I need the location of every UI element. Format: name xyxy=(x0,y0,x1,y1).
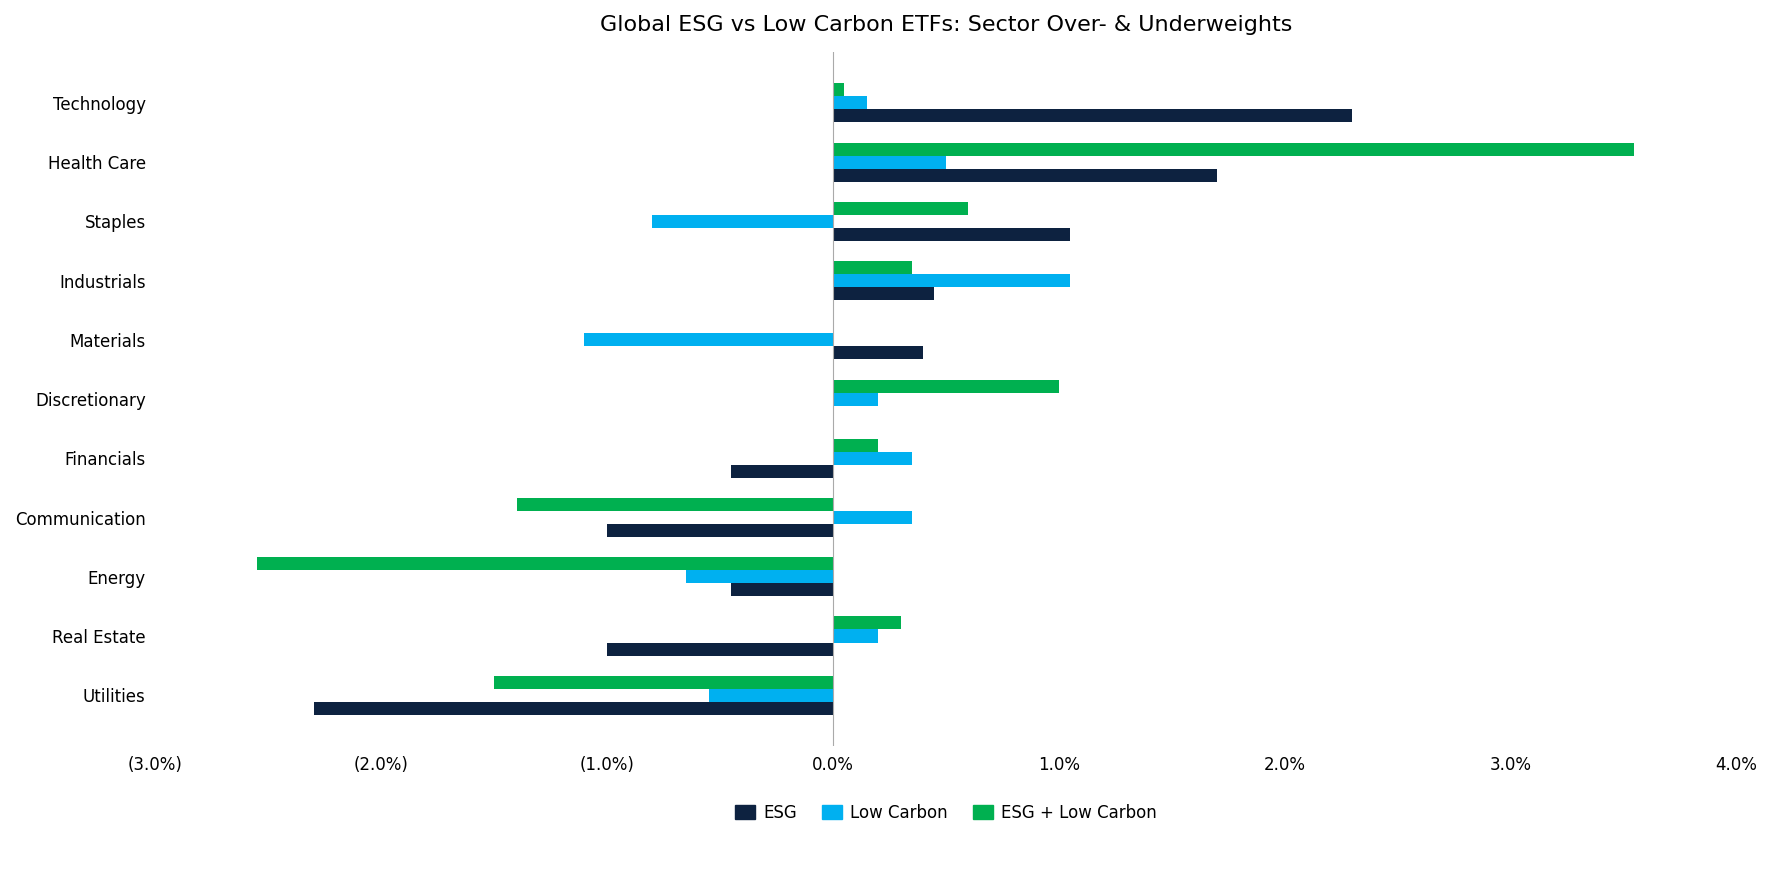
Bar xyxy=(833,97,867,110)
Bar xyxy=(652,215,833,228)
Bar xyxy=(833,617,900,629)
Bar xyxy=(608,524,833,537)
Bar xyxy=(833,392,879,406)
Bar xyxy=(833,261,913,274)
Bar xyxy=(833,274,1070,287)
Bar xyxy=(494,676,833,688)
Bar xyxy=(833,168,1217,182)
Bar xyxy=(833,439,879,452)
Bar xyxy=(833,629,879,642)
Bar xyxy=(833,83,843,97)
Bar xyxy=(833,202,968,215)
Bar xyxy=(833,379,1058,392)
Bar xyxy=(833,228,1070,241)
Bar xyxy=(608,642,833,656)
Bar xyxy=(833,156,946,168)
Legend: ESG, Low Carbon, ESG + Low Carbon: ESG, Low Carbon, ESG + Low Carbon xyxy=(728,797,1164,828)
Bar xyxy=(517,498,833,511)
Bar xyxy=(833,143,1634,156)
Bar xyxy=(585,333,833,346)
Bar xyxy=(314,702,833,715)
Title: Global ESG vs Low Carbon ETFs: Sector Over- & Underweights: Global ESG vs Low Carbon ETFs: Sector Ov… xyxy=(599,15,1292,35)
Bar xyxy=(833,287,934,300)
Bar xyxy=(833,452,913,465)
Bar xyxy=(833,346,923,360)
Bar xyxy=(732,465,833,478)
Bar xyxy=(833,511,913,524)
Bar xyxy=(709,688,833,702)
Bar xyxy=(686,571,833,583)
Bar xyxy=(257,557,833,571)
Bar xyxy=(732,583,833,596)
Bar xyxy=(833,110,1352,122)
